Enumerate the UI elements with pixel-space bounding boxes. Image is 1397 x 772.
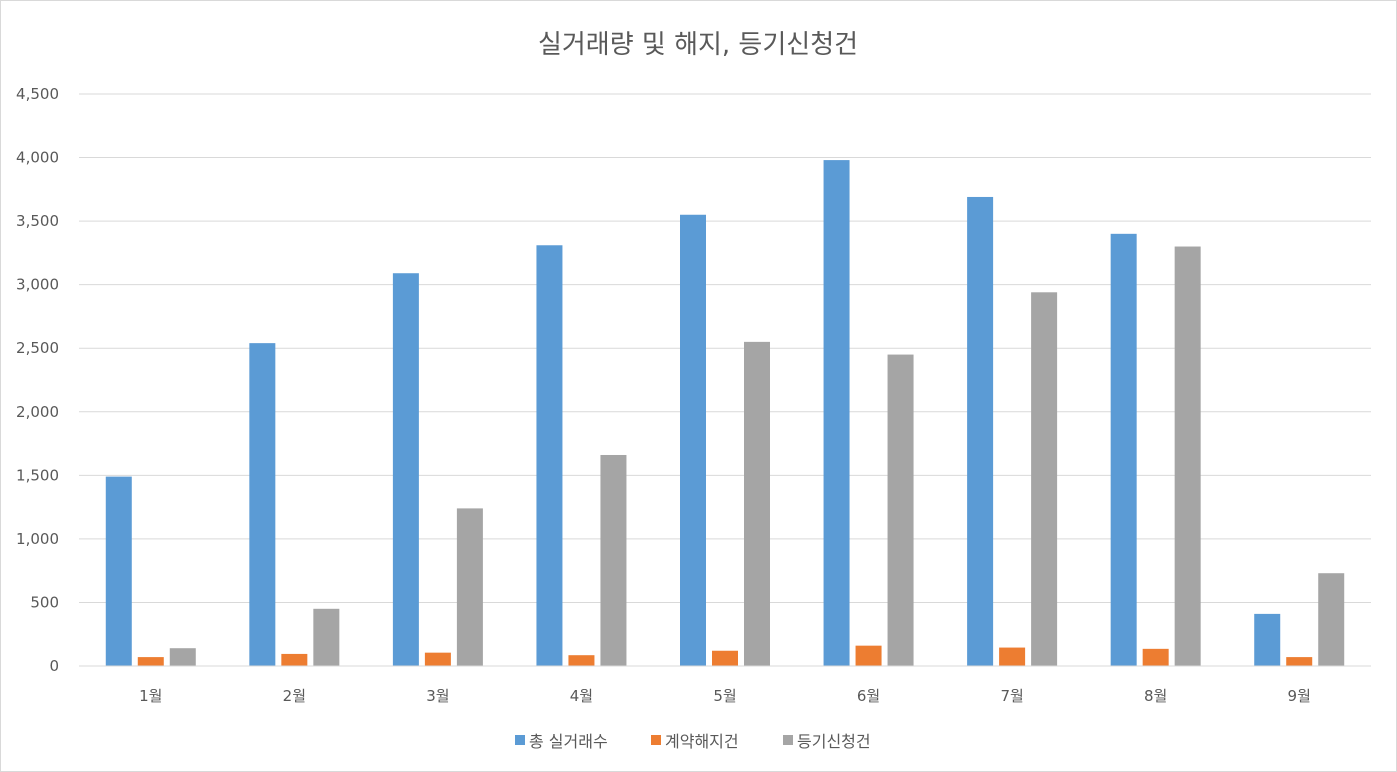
legend-label: 총 실거래수 bbox=[529, 732, 608, 751]
bar-2-7 bbox=[999, 647, 1026, 666]
legend-swatch bbox=[783, 735, 793, 745]
bar-1-1 bbox=[105, 476, 132, 666]
x-tick-label: 8월 bbox=[1144, 687, 1167, 705]
x-tick-label: 5월 bbox=[713, 687, 736, 705]
bar-1-2 bbox=[249, 343, 276, 666]
legend-swatch bbox=[651, 735, 661, 745]
bar-2-4 bbox=[568, 655, 595, 666]
y-tick-label: 1,000 bbox=[16, 530, 59, 548]
bar-3-4 bbox=[600, 454, 627, 666]
bar-1-6 bbox=[823, 160, 850, 666]
bar-1-7 bbox=[967, 196, 994, 666]
bar-3-1 bbox=[169, 648, 196, 666]
x-axis-ticks: 1월 2월 3월 4월 5월 6월 7월 8월 9월 bbox=[139, 687, 1311, 705]
bar-2-6 bbox=[855, 645, 882, 666]
bar-2-2 bbox=[281, 653, 308, 666]
y-tick-label: 2,000 bbox=[16, 403, 59, 421]
legend-swatch bbox=[515, 735, 525, 745]
bar-3-6 bbox=[887, 354, 914, 666]
bar-1-5 bbox=[680, 214, 706, 666]
x-tick-label: 6월 bbox=[857, 687, 880, 705]
bar-3-2 bbox=[313, 608, 340, 666]
y-tick-label: 3,000 bbox=[16, 276, 59, 294]
y-tick-label: 3,500 bbox=[16, 212, 59, 230]
x-tick-label: 4월 bbox=[570, 687, 593, 705]
y-tick-label: 2,500 bbox=[16, 339, 59, 357]
y-tick-label: 0 bbox=[49, 657, 59, 675]
bar-2-3 bbox=[424, 652, 451, 666]
bar-2-1 bbox=[137, 657, 164, 666]
gridlines bbox=[79, 93, 1371, 667]
bar-1-9 bbox=[1254, 613, 1281, 666]
legend-label: 등기신청건 bbox=[797, 732, 871, 751]
bar-2-5 bbox=[712, 650, 738, 666]
bar-2-8 bbox=[1142, 648, 1169, 666]
y-tick-label: 4,500 bbox=[16, 85, 59, 103]
bar-1-3 bbox=[392, 273, 419, 666]
y-tick-label: 500 bbox=[30, 593, 59, 611]
x-tick-label: 3월 bbox=[426, 687, 449, 705]
bars bbox=[79, 160, 1371, 667]
bar-2-9 bbox=[1286, 657, 1313, 666]
bar-3-5 bbox=[744, 341, 770, 666]
bar-3-8 bbox=[1174, 246, 1201, 667]
bar-3-3 bbox=[456, 508, 483, 666]
chart-title: 실거래량 및 해지, 등기신청건 bbox=[538, 30, 858, 60]
bar-3-7 bbox=[1031, 292, 1058, 666]
legend-label: 계약해지건 bbox=[665, 732, 739, 751]
y-tick-label: 1,500 bbox=[16, 466, 59, 484]
legend: 총 실거래수 계약해지건 등기신청건 bbox=[515, 732, 871, 751]
y-axis-ticks: 0 500 1,000 1,500 2,000 2,500 3,000 3,500 4,000 4… bbox=[16, 85, 59, 675]
x-tick-label: 1월 bbox=[139, 687, 162, 705]
x-tick-label: 2월 bbox=[283, 687, 306, 705]
x-tick-label: 7월 bbox=[1000, 687, 1023, 705]
bar-1-8 bbox=[1110, 233, 1137, 667]
y-tick-label: 4,000 bbox=[16, 149, 59, 167]
bar-3-9 bbox=[1318, 573, 1345, 666]
bar-1-4 bbox=[536, 245, 563, 667]
x-tick-label: 9월 bbox=[1288, 687, 1311, 705]
